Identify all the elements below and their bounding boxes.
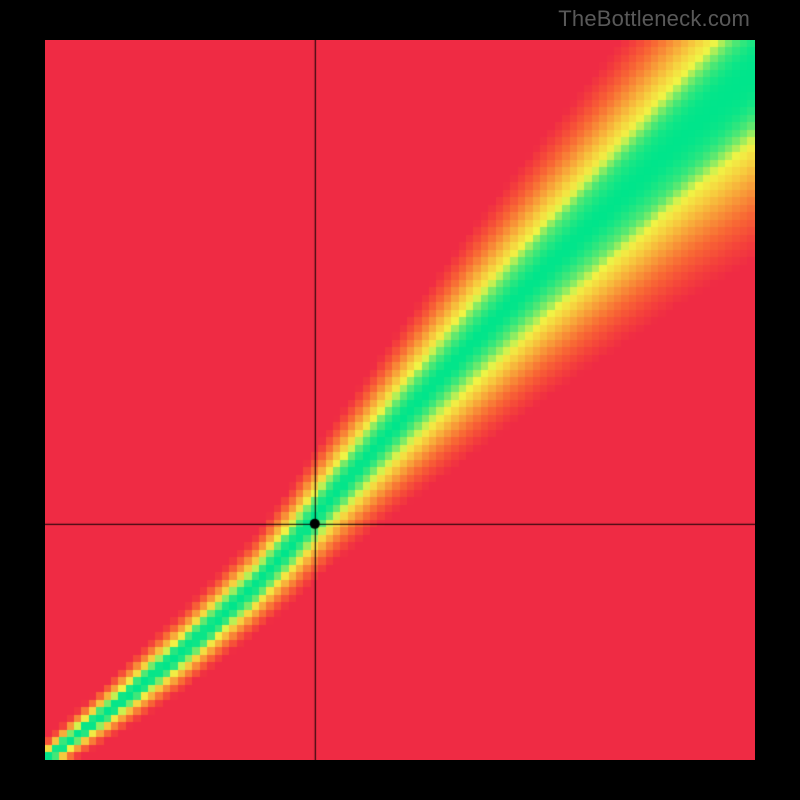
heatmap-canvas (45, 40, 755, 760)
watermark-text: TheBottleneck.com (558, 6, 750, 32)
outer-frame: TheBottleneck.com (0, 0, 800, 800)
heatmap-plot (45, 40, 755, 760)
